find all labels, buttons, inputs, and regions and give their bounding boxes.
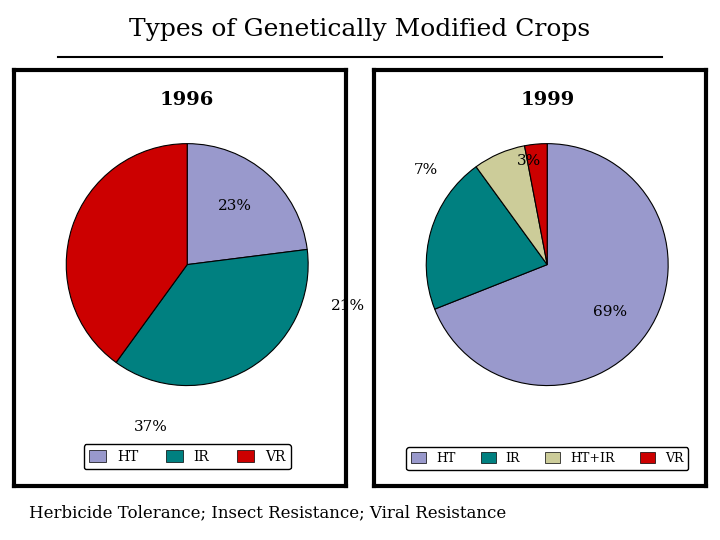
Legend: HT, IR, VR: HT, IR, VR [84,444,291,469]
Wedge shape [525,144,547,265]
Text: 7%: 7% [414,163,438,177]
Text: 37%: 37% [134,420,168,434]
Text: Types of Genetically Modified Crops: Types of Genetically Modified Crops [130,18,590,40]
Wedge shape [116,249,308,386]
Wedge shape [435,144,668,386]
Wedge shape [476,146,547,265]
Legend: HT, IR, HT+IR, VR: HT, IR, HT+IR, VR [406,447,688,470]
Text: 69%: 69% [593,305,626,319]
Text: 21%: 21% [330,299,364,313]
Wedge shape [426,167,547,309]
Wedge shape [187,144,307,265]
Text: Herbicide Tolerance; Insect Resistance; Viral Resistance: Herbicide Tolerance; Insect Resistance; … [29,504,506,522]
Wedge shape [66,144,187,362]
Title: 1999: 1999 [520,91,575,109]
Text: 3%: 3% [517,154,541,168]
Text: 23%: 23% [217,199,251,213]
Title: 1996: 1996 [160,91,215,109]
